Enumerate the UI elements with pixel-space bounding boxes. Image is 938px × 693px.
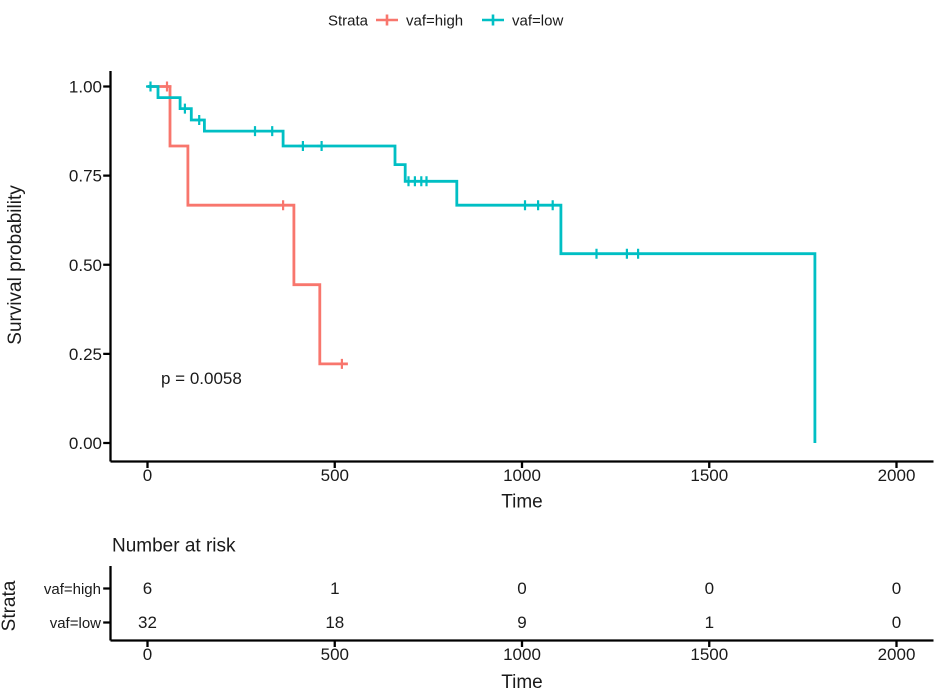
- survival-curve-vaf-low: [147, 85, 817, 443]
- x-axis-title: Time: [501, 492, 543, 513]
- risk-axis-ticks: [103, 587, 898, 647]
- risk-table-x-axis-title: Time: [501, 672, 543, 693]
- risk-table-y-axis-title: Strata: [0, 580, 20, 631]
- y-tick-label: 0.25: [69, 345, 102, 364]
- risk-count: 0: [892, 613, 901, 632]
- risk-count: 1: [705, 613, 714, 632]
- main-axis-ticks: [103, 85, 898, 468]
- censor-marks-vaf-low: [146, 81, 643, 259]
- risk-table-title: Number at risk: [112, 536, 236, 557]
- risk-x-tick-label: 2000: [878, 645, 916, 664]
- risk-x-tick-label: 1500: [690, 645, 728, 664]
- x-tick-label: 1000: [503, 466, 541, 485]
- x-tick-label: 2000: [878, 466, 916, 485]
- x-tick-label: 0: [143, 466, 152, 485]
- y-tick-label: 0.75: [69, 167, 102, 186]
- risk-row-label-vaf-high: vaf=high: [44, 581, 101, 598]
- legend-label-vaf-low: vaf=low: [512, 13, 563, 30]
- risk-count: 0: [892, 579, 901, 598]
- y-axis-title: Survival probability: [5, 185, 26, 345]
- risk-x-tick-label: 1000: [503, 645, 541, 664]
- risk-row-label-vaf-low: vaf=low: [50, 615, 101, 632]
- generated-graphics: [103, 71, 934, 647]
- risk-count: 0: [517, 579, 526, 598]
- y-tick-label: 0.50: [69, 256, 102, 275]
- y-tick-label: 0.00: [69, 434, 102, 453]
- main-axis-lines: [109, 71, 934, 463]
- risk-x-tick-label: 500: [321, 645, 349, 664]
- x-tick-label: 1500: [690, 466, 728, 485]
- legend-label-vaf-high: vaf=high: [406, 13, 463, 30]
- legend-key-vaf-high-icon: [376, 14, 398, 26]
- y-tick-label: 1.00: [69, 78, 102, 97]
- survival-curve-vaf-high: [147, 85, 348, 366]
- risk-count: 32: [138, 613, 157, 632]
- risk-count: 0: [705, 579, 714, 598]
- risk-count: 18: [325, 613, 344, 632]
- risk-count: 9: [517, 613, 526, 632]
- x-tick-label: 500: [321, 466, 349, 485]
- pvalue-annotation: p = 0.0058: [161, 369, 242, 388]
- risk-count: 6: [143, 579, 152, 598]
- censor-marks-vaf-high: [162, 81, 347, 369]
- legend-title: Strata: [328, 13, 369, 30]
- risk-count: 1: [330, 579, 339, 598]
- risk-x-tick-label: 0: [143, 645, 152, 664]
- legend-key-vaf-low-icon: [482, 14, 504, 26]
